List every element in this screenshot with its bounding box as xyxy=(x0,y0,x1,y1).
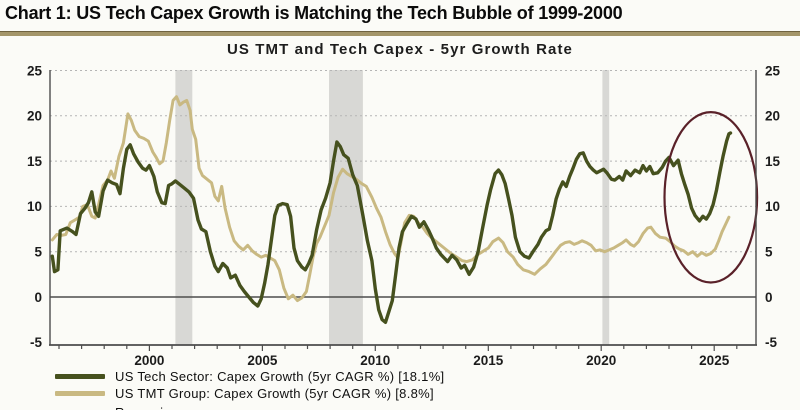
bubble-comparison-ellipse xyxy=(663,111,759,284)
y-tick-label-left: 25 xyxy=(27,63,43,78)
tmt-line-swatch xyxy=(55,391,105,396)
y-tick-label-right: 15 xyxy=(765,154,781,169)
x-tick-label: 2000 xyxy=(134,353,164,368)
legend-row-tech: US Tech Sector: Capex Growth (5yr CAGR %… xyxy=(55,368,755,385)
chart-subtitle: US TMT and Tech Capex - 5yr Growth Rate xyxy=(226,41,573,58)
y-tick-label-left: 15 xyxy=(27,154,43,169)
legend-label-recession: Recession xyxy=(115,405,178,410)
legend-row-tmt: US TMT Group: Capex Growth (5yr CAGR %) … xyxy=(55,385,755,402)
x-tick-label: 2010 xyxy=(360,353,390,368)
y-tick-label-right: 0 xyxy=(765,290,773,305)
recession-band xyxy=(329,70,363,345)
title-rule xyxy=(0,31,800,36)
tmt-series-line xyxy=(50,95,731,303)
y-tick-label-left: 10 xyxy=(27,199,42,214)
recession-band xyxy=(175,70,193,345)
x-tick-label: 2025 xyxy=(699,353,730,368)
y-tick-label-right: 5 xyxy=(765,245,773,260)
y-tick-label-left: 0 xyxy=(34,290,42,305)
x-tick-label: 2015 xyxy=(473,353,504,368)
legend-label-tmt: US TMT Group: Capex Growth (5yr CAGR %) … xyxy=(115,386,434,401)
x-tick-label: 2005 xyxy=(247,353,278,368)
page-title: Chart 1: US Tech Capex Growth is Matchin… xyxy=(5,3,623,23)
x-tick-label: 2020 xyxy=(586,353,616,368)
y-tick-label-right: 20 xyxy=(765,109,780,124)
y-tick-label-left: 5 xyxy=(34,245,42,260)
y-tick-label-right: -5 xyxy=(765,335,777,350)
legend-label-tech: US Tech Sector: Capex Growth (5yr CAGR %… xyxy=(115,369,445,384)
recession-band xyxy=(602,70,610,345)
tech-series-line xyxy=(50,131,733,324)
y-tick-label-right: 25 xyxy=(765,63,781,78)
legend-row-recession: Recession xyxy=(55,402,755,410)
y-tick-label-left: -5 xyxy=(30,335,42,350)
chart-legend: US Tech Sector: Capex Growth (5yr CAGR %… xyxy=(55,368,755,410)
y-tick-label-left: 20 xyxy=(27,109,42,124)
y-tick-label-right: 10 xyxy=(765,199,780,214)
tech-line-swatch xyxy=(55,374,105,379)
